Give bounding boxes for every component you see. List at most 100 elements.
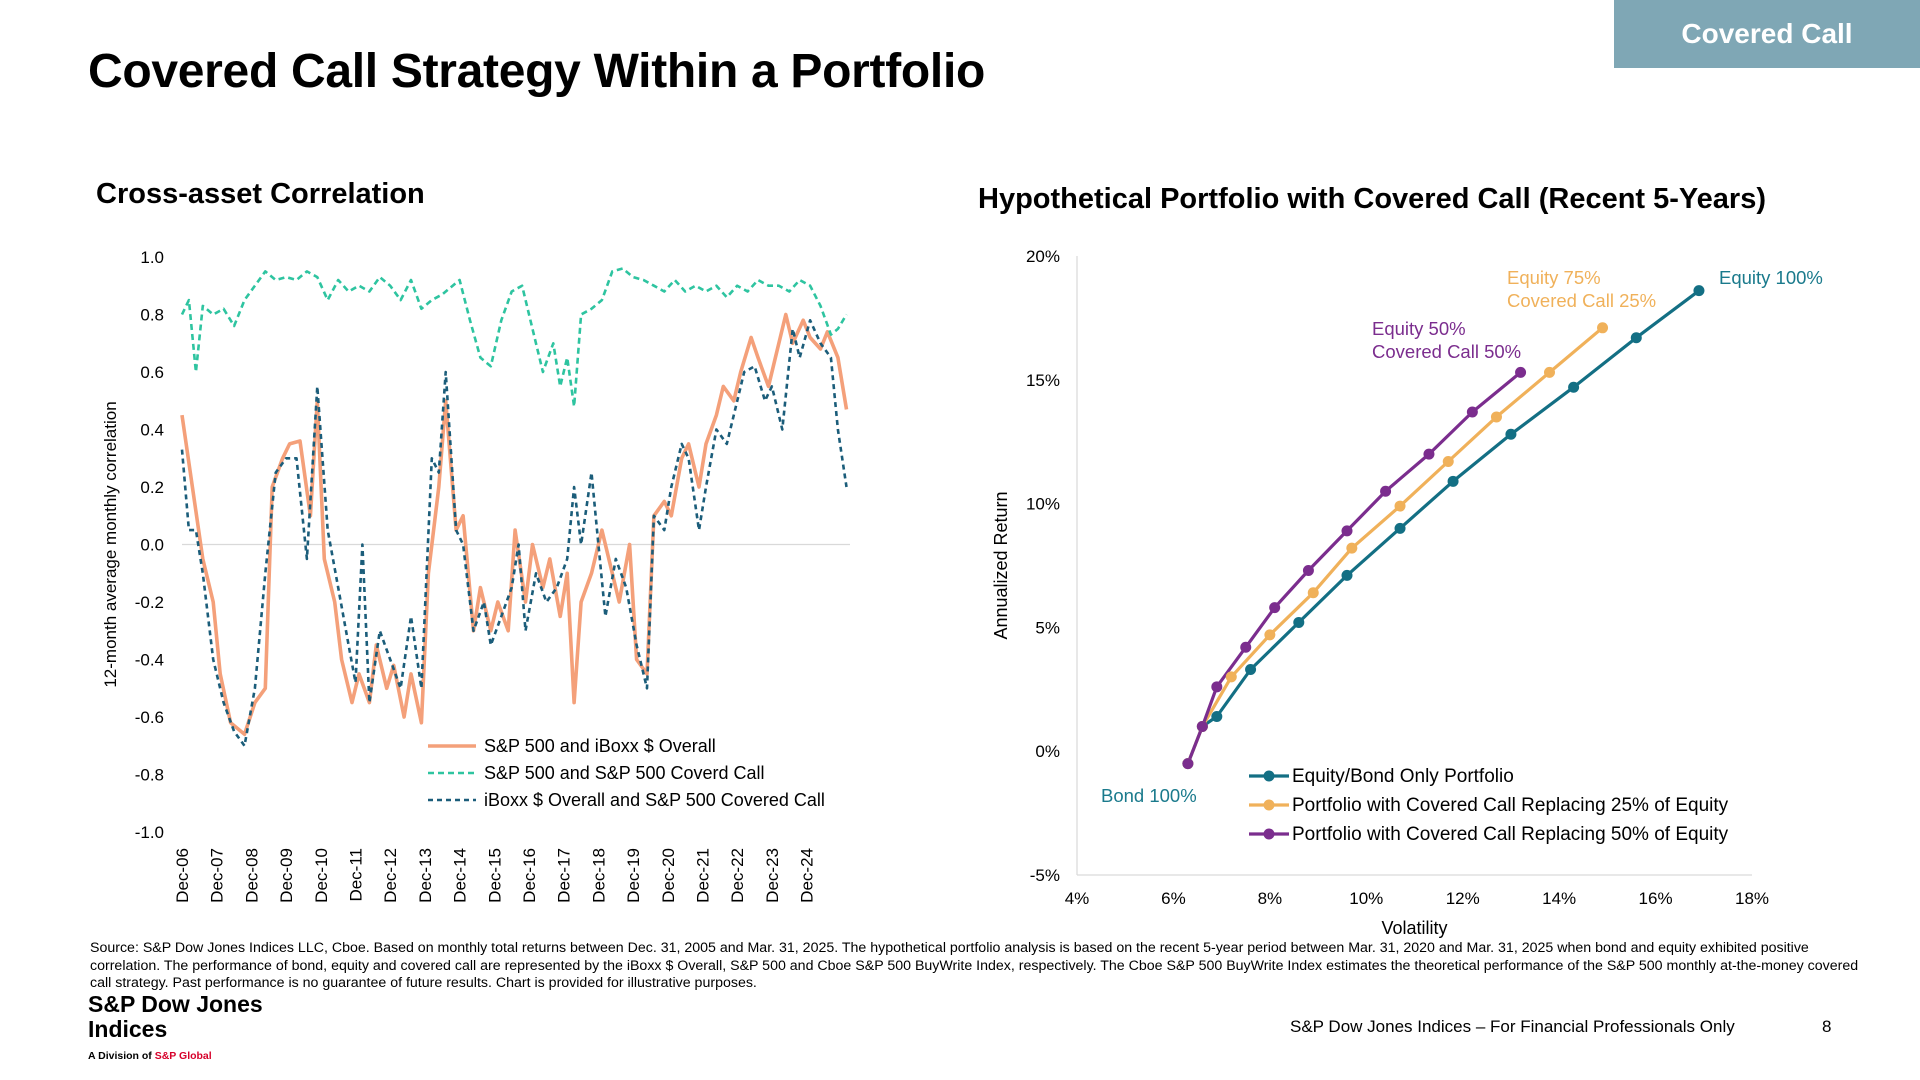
section-tag-label: Covered Call xyxy=(1681,18,1853,49)
y-axis-label: Annualized Return xyxy=(991,491,1011,639)
portfolio-point-3 xyxy=(1341,525,1353,537)
portfolio-point-1 xyxy=(1630,332,1642,344)
portfolio-point-2 xyxy=(1442,456,1454,468)
y-tick-label: 10% xyxy=(1026,495,1060,514)
y-tick-label: -0.8 xyxy=(135,766,164,785)
page-title: Covered Call Strategy Within a Portfolio xyxy=(88,45,986,98)
x-tick-label: Dec-14 xyxy=(451,848,470,903)
x-tick-label: 6% xyxy=(1161,889,1186,908)
x-tick-label: Dec-09 xyxy=(277,848,296,903)
x-tick-label: 4% xyxy=(1065,889,1090,908)
annotation-label: Equity 75% xyxy=(1507,267,1601,288)
company-logo: S&P Dow Jones Indices A Division of S&P … xyxy=(88,991,263,1063)
series-line-3 xyxy=(180,319,848,748)
right-chart-title: Hypothetical Portfolio with Covered Call… xyxy=(978,183,1766,215)
x-tick-label: 16% xyxy=(1639,889,1673,908)
legend-label-2: S&P 500 and S&P 500 Coverd Call xyxy=(484,763,765,783)
annotation-label: Equity 100% xyxy=(1719,267,1823,288)
annotation-label: Covered Call 50% xyxy=(1372,341,1521,362)
portfolio-point-1 xyxy=(1341,569,1353,581)
x-tick-label: Dec-11 xyxy=(347,848,366,902)
y-tick-label: -0.4 xyxy=(135,651,164,670)
portfolio-point-3 xyxy=(1380,485,1392,497)
y-tick-label: 0% xyxy=(1035,742,1060,761)
legend-marker-2 xyxy=(1263,799,1275,811)
page-number: 8 xyxy=(1822,1017,1832,1036)
x-tick-label: 8% xyxy=(1258,889,1283,908)
portfolio-chart: 20% 15% 10% 5% 0% -5% 4% 6% 8% 10% 12% 14% 16% 18% Vol… xyxy=(991,247,1823,938)
x-tick-label: Dec-06 xyxy=(173,848,192,903)
portfolio-point-1 xyxy=(1211,711,1223,723)
x-axis-label: Volatility xyxy=(1381,918,1447,938)
x-tick-label: Dec-17 xyxy=(555,848,574,903)
portfolio-point-2 xyxy=(1544,366,1555,378)
logo-sub-brand: S&P Global xyxy=(154,1050,212,1062)
portfolio-point-2 xyxy=(1307,587,1319,599)
y-axis-label: 12-month average monthly correlation xyxy=(101,401,120,687)
x-tick-label: Dec-19 xyxy=(624,848,643,903)
legend-marker-3 xyxy=(1263,828,1275,840)
portfolio-point-2 xyxy=(1394,500,1406,512)
portfolio-point-3 xyxy=(1269,602,1281,614)
x-tick-label: Dec-24 xyxy=(798,848,817,903)
legend-label-2: Portfolio with Covered Call Replacing 25… xyxy=(1292,795,1729,816)
annotation-label: Equity 50% xyxy=(1372,318,1466,339)
portfolio-point-1 xyxy=(1447,475,1459,487)
y-tick-label: 0.6 xyxy=(140,363,164,382)
portfolio-point-3 xyxy=(1302,564,1314,576)
portfolio-point-3 xyxy=(1515,366,1527,378)
portfolio-point-1 xyxy=(1394,522,1406,534)
y-tick-label: 0.2 xyxy=(140,478,164,497)
portfolio-point-1 xyxy=(1505,428,1517,440)
x-tick-label: Dec-12 xyxy=(381,848,400,903)
legend-label-1: Equity/Bond Only Portfolio xyxy=(1292,766,1514,787)
x-tick-label: Dec-16 xyxy=(520,848,539,903)
y-tick-label: 0.0 xyxy=(140,536,164,555)
logo-sub-prefix: A Division of xyxy=(88,1050,155,1062)
x-tick-label: 14% xyxy=(1542,889,1576,908)
y-tick-label: -0.2 xyxy=(135,593,164,612)
y-tick-label: -1.0 xyxy=(135,823,164,842)
y-tick-label: 0.8 xyxy=(140,306,164,325)
x-tick-label: Dec-18 xyxy=(589,848,608,903)
x-tick-label: 18% xyxy=(1735,889,1769,908)
y-tick-label: -5% xyxy=(1030,866,1060,885)
y-tick-label: 15% xyxy=(1026,371,1060,390)
source-note: Source: S&P Dow Jones Indices LLC, Cboe.… xyxy=(90,940,1859,991)
section-tag: Covered Call xyxy=(1614,0,1920,68)
legend-marker-1 xyxy=(1263,770,1275,782)
legend-label-1: S&P 500 and iBoxx $ Overall xyxy=(484,736,716,756)
portfolio-point-3 xyxy=(1182,758,1194,770)
annotation-label: Bond 100% xyxy=(1101,785,1197,806)
y-tick-label: 0.4 xyxy=(140,421,164,440)
footer-text: S&P Dow Jones Indices – For Financial Pr… xyxy=(1290,1017,1735,1036)
portfolio-point-3 xyxy=(1196,720,1208,732)
x-tick-label: Dec-10 xyxy=(312,848,331,903)
logo-line2: Indices xyxy=(88,1016,168,1042)
portfolio-point-2 xyxy=(1225,671,1237,683)
annotation-label: Covered Call 25% xyxy=(1507,290,1656,311)
portfolio-line-2 xyxy=(1186,326,1604,765)
y-tick-label: 1.0 xyxy=(140,248,164,267)
x-tick-label: Dec-21 xyxy=(694,848,713,903)
y-tick-label: -0.6 xyxy=(135,708,164,727)
portfolio-point-1 xyxy=(1568,381,1580,393)
x-tick-label: Dec-15 xyxy=(485,848,504,903)
portfolio-point-2 xyxy=(1264,629,1276,641)
portfolio-point-3 xyxy=(1240,641,1252,653)
logo-line1: S&P Dow Jones xyxy=(88,991,263,1017)
portfolio-point-3 xyxy=(1423,448,1435,460)
legend-label-3: Portfolio with Covered Call Replacing 50… xyxy=(1292,824,1729,845)
x-tick-label: Dec-20 xyxy=(659,848,678,903)
portfolio-point-1 xyxy=(1293,616,1305,628)
portfolio-point-2 xyxy=(1346,542,1358,554)
portfolio-point-1 xyxy=(1693,285,1705,297)
portfolio-point-2 xyxy=(1490,411,1502,423)
portfolio-point-3 xyxy=(1211,681,1223,693)
left-chart-title: Cross-asset Correlation xyxy=(96,178,425,210)
y-tick-label: 5% xyxy=(1035,618,1060,637)
portfolio-point-1 xyxy=(1245,663,1257,675)
logo-subline: A Division of S&P Global xyxy=(88,1050,263,1062)
correlation-chart: 1.0 0.8 0.6 0.4 0.2 0.0 -0.2 -0.4 -0.6 -0.8 -1.0 12… xyxy=(101,248,850,903)
portfolio-point-2 xyxy=(1597,322,1609,334)
